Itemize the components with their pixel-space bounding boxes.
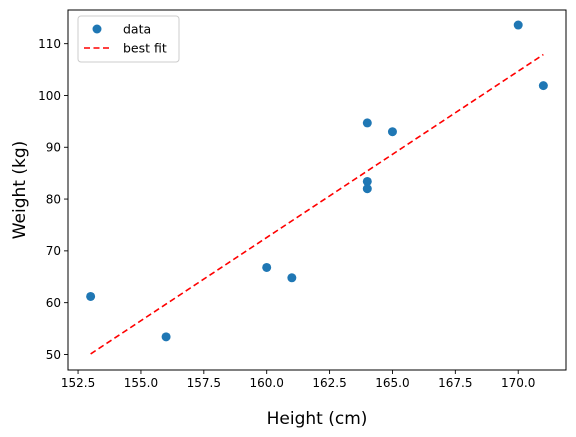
axis-ticks: 152.5 155.0 157.5 160.0 162.5 165.0 167.5 170.0… bbox=[38, 37, 535, 390]
data-point bbox=[362, 176, 372, 186]
data-point bbox=[362, 118, 372, 128]
data-point bbox=[262, 262, 272, 272]
y-tick-label: 90 bbox=[46, 141, 61, 155]
x-tick-label: 162.5 bbox=[312, 376, 346, 390]
y-tick-label: 110 bbox=[38, 37, 61, 51]
data-point bbox=[362, 184, 372, 194]
data-point bbox=[287, 273, 297, 283]
legend-box bbox=[77, 15, 180, 63]
x-tick-label: 167.5 bbox=[438, 376, 472, 390]
y-axis-label: Weight (kg) bbox=[10, 141, 30, 240]
y-tick-label: 80 bbox=[46, 192, 61, 206]
x-tick-label: 165.0 bbox=[375, 376, 409, 390]
data-point bbox=[538, 81, 548, 91]
data-point bbox=[387, 127, 397, 137]
x-tick-label: 160.0 bbox=[250, 376, 284, 390]
x-tick-label: 152.5 bbox=[61, 376, 95, 390]
data-point bbox=[86, 291, 96, 301]
data-point bbox=[513, 20, 523, 30]
y-tick-label: 70 bbox=[46, 244, 61, 258]
x-axis-label: Height (cm) bbox=[267, 409, 368, 429]
x-tick-label: 170.0 bbox=[501, 376, 535, 390]
legend: data best fit bbox=[77, 15, 180, 63]
legend-label-best-fit: best fit bbox=[123, 41, 167, 56]
x-tick-label: 155.0 bbox=[124, 376, 158, 390]
x-tick-label: 157.5 bbox=[187, 376, 221, 390]
plot-area bbox=[86, 20, 548, 355]
y-tick-label: 50 bbox=[46, 348, 61, 362]
legend-label-data: data bbox=[123, 22, 151, 37]
y-tick-label: 60 bbox=[46, 296, 61, 310]
data-point bbox=[161, 332, 171, 342]
legend-marker-data bbox=[92, 24, 102, 34]
best-fit-line bbox=[90, 53, 544, 355]
y-tick-label: 100 bbox=[38, 89, 61, 103]
axes-frame bbox=[67, 9, 567, 371]
